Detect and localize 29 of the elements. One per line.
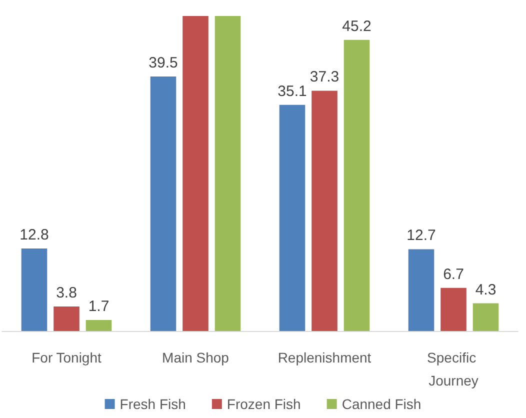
x-tick-label: Main Shop bbox=[162, 350, 230, 366]
bar bbox=[279, 104, 306, 331]
data-label: 3.8 bbox=[56, 284, 77, 302]
x-tick-label: Specific Journey bbox=[427, 350, 480, 388]
bar bbox=[150, 76, 176, 331]
data-label: 45.2 bbox=[342, 18, 372, 35]
legend-label: Frozen Fish bbox=[226, 396, 301, 412]
bar bbox=[182, 16, 208, 331]
data-label: 4.3 bbox=[475, 281, 496, 298]
data-label: 35.1 bbox=[278, 82, 307, 100]
x-tick-label: For Tonight bbox=[32, 350, 102, 366]
data-label: 1.7 bbox=[88, 298, 110, 316]
legend-label: Canned Fish bbox=[342, 396, 422, 412]
data-label: 12.8 bbox=[20, 226, 49, 244]
legend-label: Fresh Fish bbox=[120, 396, 186, 412]
data-label: 37.3 bbox=[310, 68, 340, 86]
bar bbox=[21, 248, 48, 331]
bar bbox=[472, 303, 499, 331]
data-label: 39.5 bbox=[148, 54, 178, 72]
bar bbox=[54, 306, 80, 331]
bar bbox=[86, 320, 112, 331]
bar bbox=[344, 40, 370, 331]
bar bbox=[408, 249, 434, 331]
x-tick-label: Replenishment bbox=[278, 350, 372, 366]
bar bbox=[440, 288, 466, 331]
bar bbox=[312, 90, 338, 331]
data-label: 6.7 bbox=[443, 266, 464, 283]
bar bbox=[214, 16, 241, 331]
data-label: 12.7 bbox=[406, 227, 436, 244]
